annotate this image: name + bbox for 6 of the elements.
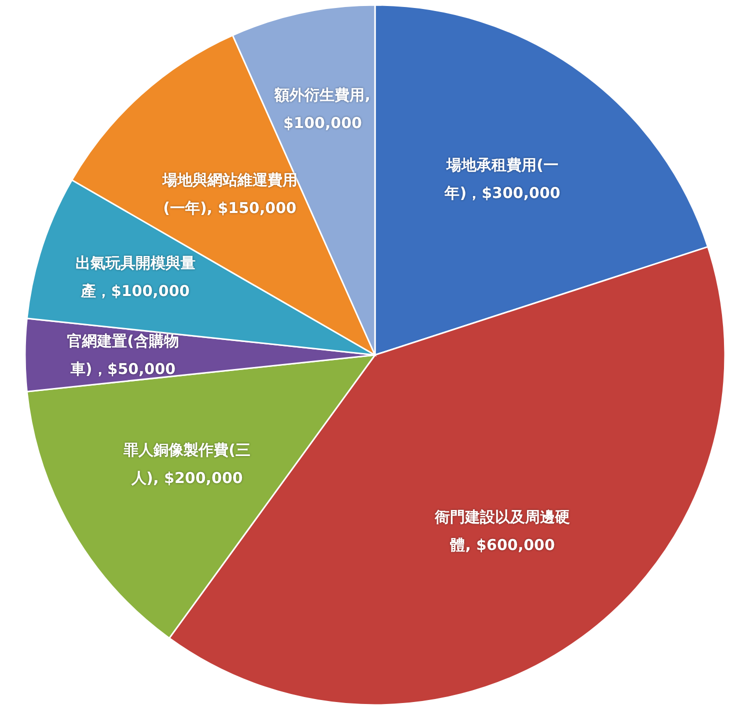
slice-label: 衙門建設以及周邊硬體, $600,000 bbox=[435, 506, 570, 556]
slice-label: 場地承租費用(一年)，$300,000 bbox=[443, 155, 562, 204]
slice-label: 出氣玩具開模與量產，$100,000 bbox=[74, 253, 196, 302]
slice-label: 額外衍生費用, $100,000 bbox=[273, 84, 372, 134]
slice-label: 罪人銅像製作費(三人), $200,000 bbox=[122, 440, 252, 488]
slice-label: 官網建置(含購物車)，$50,000 bbox=[66, 331, 180, 380]
